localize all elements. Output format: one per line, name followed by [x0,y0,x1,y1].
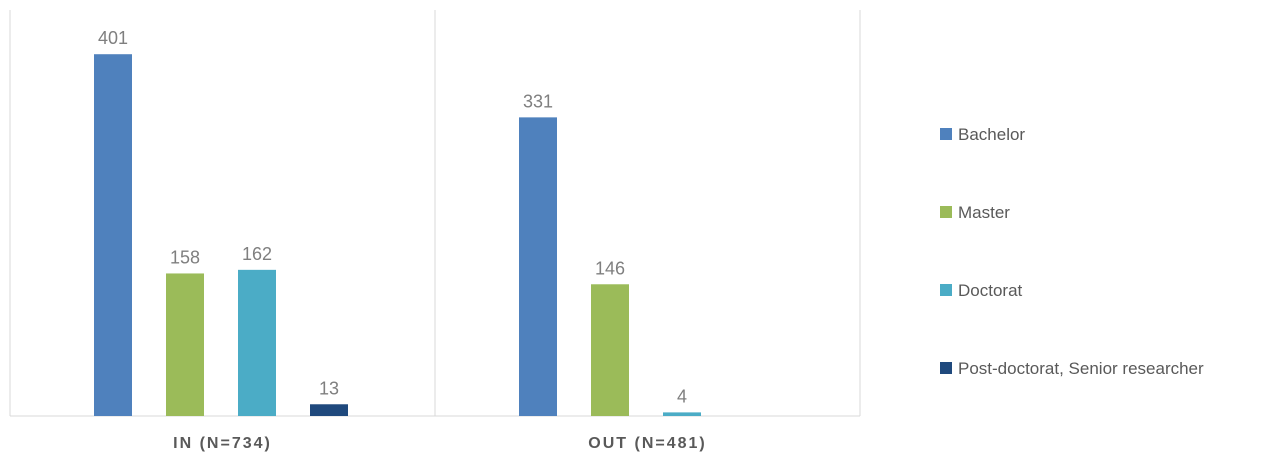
bars [94,54,701,416]
data-label: 162 [242,244,272,264]
legend-swatch [940,128,952,140]
legend-label: Post-doctorat, Senior researcher [958,359,1204,378]
legend-label: Doctorat [958,281,1023,300]
data-label: 146 [595,258,625,278]
category-label: OUT (N=481) [588,435,706,452]
bar-doctorat-1 [663,412,701,416]
legend-swatch [940,284,952,296]
bar-bachelor-1 [519,117,557,416]
data-label: 4 [677,386,687,406]
data-labels: 401 158 162 13 331 146 4 [98,28,687,406]
legend: Bachelor Master Doctorat Post-doctorat, Sen… [940,125,1204,378]
data-label: 13 [319,378,339,398]
category-axis-labels: IN (N=734) OUT (N=481) [173,435,706,452]
data-label: 331 [523,91,553,111]
category-label: IN (N=734) [173,435,272,452]
legend-swatch [940,362,952,374]
legend-label: Bachelor [958,125,1025,144]
bar-master-0 [166,273,204,416]
bar-master-1 [591,284,629,416]
bar-doctorat-0 [238,269,276,416]
bar-bachelor-0 [94,54,132,416]
bar-post-doctorat-senior-researcher-0 [310,404,348,416]
legend-swatch [940,206,952,218]
data-label: 158 [170,247,200,267]
data-label: 401 [98,28,128,48]
plot-frame [9,10,861,417]
legend-label: Master [958,203,1010,222]
